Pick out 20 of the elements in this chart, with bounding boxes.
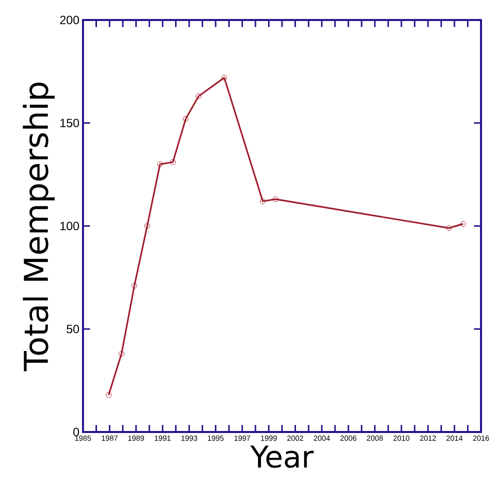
y-tick-label: 100 <box>60 222 80 230</box>
point <box>221 74 228 81</box>
point <box>196 93 202 100</box>
y-tick-label: 150 <box>60 118 80 128</box>
point <box>260 198 266 204</box>
y-tick-label: 200 <box>60 16 80 24</box>
point <box>157 161 163 168</box>
point <box>118 350 124 357</box>
x-axis-title: Year <box>250 446 314 468</box>
point <box>144 223 150 229</box>
point <box>106 392 112 398</box>
y-tick-label: 50 <box>66 324 80 334</box>
point <box>132 282 138 289</box>
point <box>182 116 189 122</box>
point <box>272 196 278 202</box>
point <box>460 221 466 227</box>
y-axis-title: Total Mempership <box>22 82 55 372</box>
y-tick-label: 0 <box>73 428 80 436</box>
point <box>446 225 452 231</box>
point <box>170 159 176 165</box>
